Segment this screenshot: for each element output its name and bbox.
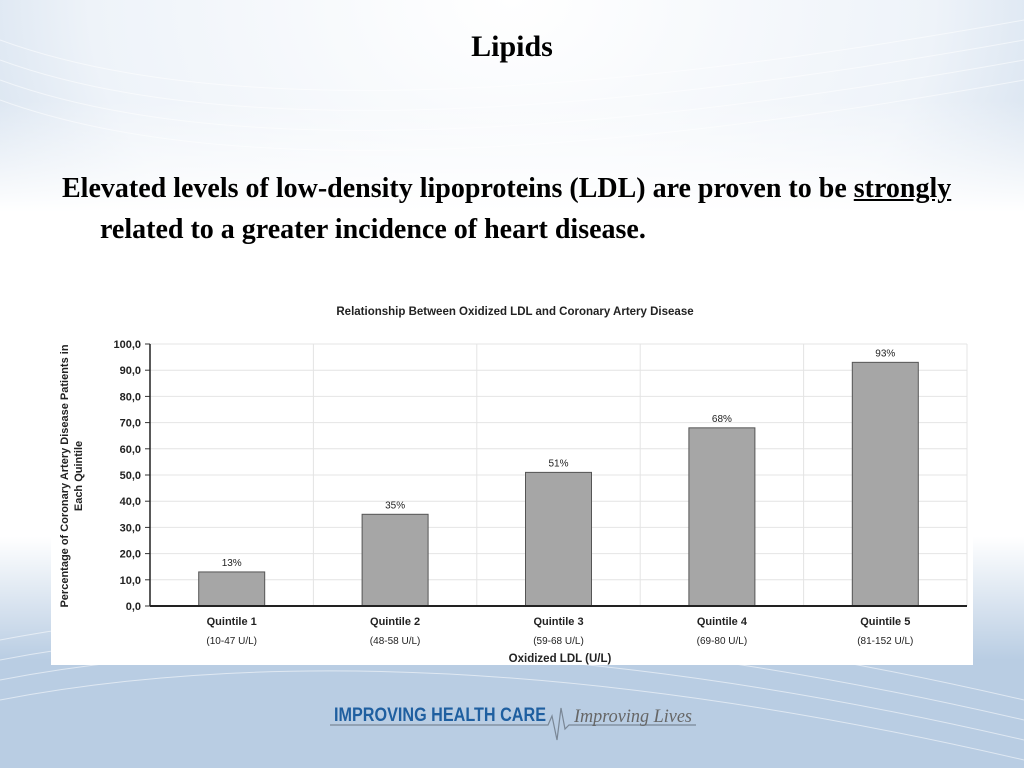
bar-value-label: 68% <box>712 414 732 425</box>
footer-brand: IMPROVING HEALTH CARE <box>334 705 546 726</box>
y-tick-label: 10,0 <box>120 575 141 587</box>
bar-value-label: 93% <box>875 348 895 359</box>
bar-value-label: 51% <box>548 458 568 469</box>
x-category-label: Quintile 5 <box>860 616 910 628</box>
y-tick-label: 100,0 <box>113 339 141 351</box>
footer-tagline: Improving Lives <box>573 706 692 727</box>
chart-panel: 13% 35% 51% 68% 93% 0,0 10,0 20,0 30,0 40,0 50,0 6… <box>51 296 973 665</box>
x-category-label: Quintile 1 <box>207 616 257 628</box>
bar-value-label: 35% <box>385 500 405 511</box>
bullet-text-end: related to a greater incidence of heart … <box>100 214 646 245</box>
y-axis-title-line-1: Percentage of Coronary Artery Disease Pa… <box>59 344 71 607</box>
footer-logo: IMPROVING HEALTH CARE Improving Lives <box>330 705 696 741</box>
x-axis-title: Oxidized LDL (U/L) <box>509 653 612 665</box>
bar-chart: 13% 35% 51% 68% 93% 0,0 10,0 20,0 30,0 40,0 50,0 6… <box>59 306 968 665</box>
x-category-label: Quintile 2 <box>370 616 420 628</box>
bar-value-label: 13% <box>222 558 242 569</box>
x-category-range-label: (48-58 U/L) <box>370 636 421 647</box>
x-category-label: Quintile 3 <box>533 616 583 628</box>
x-category-range-label: (10-47 U/L) <box>206 636 257 647</box>
x-category-label: Quintile 4 <box>697 616 748 628</box>
y-tick-label: 40,0 <box>120 496 141 508</box>
y-tick-label: 70,0 <box>120 418 141 430</box>
heartbeat-line-icon <box>330 707 696 741</box>
slide-title: Lipids <box>471 30 553 63</box>
bar-5 <box>851 361 919 607</box>
y-tick-label: 20,0 <box>120 549 141 561</box>
chart-title: Relationship Between Oxidized LDL and Co… <box>336 306 693 318</box>
x-category-range-label: (69-80 U/L) <box>697 636 748 647</box>
bar-2 <box>361 513 429 607</box>
bar-1 <box>198 571 266 607</box>
y-axis-title-line-2: Each Quintile <box>73 441 85 511</box>
y-tick-label: 0,0 <box>126 601 141 613</box>
y-tick-label: 50,0 <box>120 470 141 482</box>
y-tick-label: 90,0 <box>120 365 141 377</box>
x-category-range-label: (81-152 U/L) <box>857 636 913 647</box>
body-bullet: Elevated levels of low-density lipoprote… <box>62 168 1000 250</box>
y-tick-label: 60,0 <box>120 444 141 456</box>
y-tick-label: 30,0 <box>120 522 141 534</box>
bar-3 <box>525 471 592 607</box>
bullet-text-start: Elevated levels of low-density lipoprote… <box>62 173 854 204</box>
x-category-range-label: (59-68 U/L) <box>533 636 584 647</box>
y-tick-label: 80,0 <box>120 391 141 403</box>
bullet-emphasis: strongly <box>853 173 952 204</box>
bar-4 <box>688 427 756 607</box>
